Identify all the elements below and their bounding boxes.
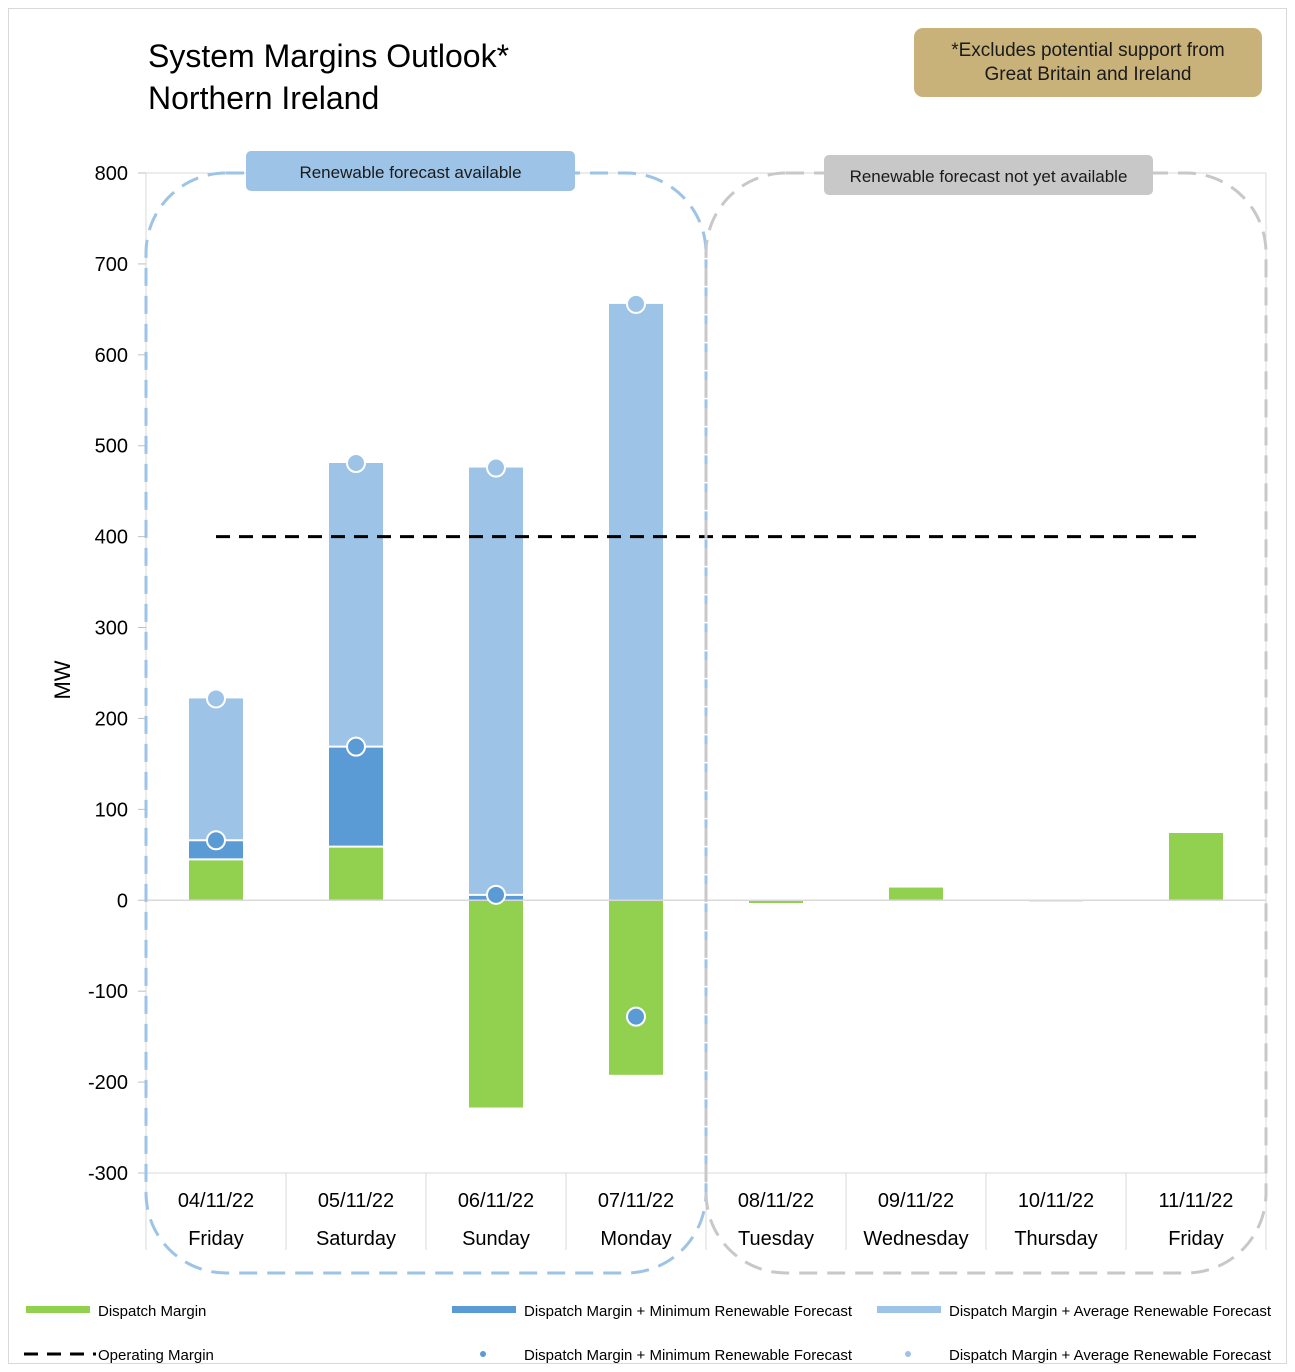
legend-swatch-bar	[877, 1306, 941, 1313]
legend-swatch-dot	[480, 1351, 486, 1357]
avg-renewable-point	[346, 453, 366, 473]
x-tick-day-label: Friday	[1168, 1228, 1224, 1250]
legend-swatch-bar	[26, 1306, 90, 1313]
legend-swatch-dot	[905, 1351, 911, 1357]
avg-renewable-bar	[469, 467, 523, 901]
x-tick-day-label: Monday	[600, 1228, 671, 1250]
x-tick-day-label: Wednesday	[863, 1228, 968, 1250]
y-axis-label: MW	[50, 660, 75, 699]
forecast-region-outline	[704, 171, 1268, 1275]
dispatch-margin-bar	[889, 887, 943, 901]
y-tick-label: 700	[95, 254, 128, 276]
x-tick-date-label: 08/11/22	[738, 1190, 814, 1212]
legend-label: Dispatch Margin	[98, 1303, 206, 1320]
avg-renewable-point	[206, 688, 226, 709]
legend-label: Dispatch Margin + Minimum Renewable Fore…	[524, 1347, 853, 1364]
x-tick-date-label: 09/11/22	[878, 1190, 954, 1212]
y-tick-label: -200	[88, 1072, 128, 1094]
legend-label: Operating Margin	[98, 1347, 214, 1364]
x-tick-day-label: Sunday	[462, 1228, 530, 1250]
y-tick-label: 600	[95, 345, 128, 367]
y-tick-label: 800	[95, 163, 128, 185]
dispatch-margin-bar	[189, 859, 243, 901]
chart-frame	[8, 8, 1287, 1364]
x-tick-date-label: 07/11/22	[598, 1190, 674, 1212]
x-tick-day-label: Thursday	[1014, 1228, 1097, 1250]
x-tick-date-label: 04/11/22	[178, 1190, 254, 1212]
x-tick-date-label: 11/11/22	[1159, 1190, 1234, 1212]
x-tick-day-label: Friday	[188, 1228, 244, 1250]
legend-swatch-bar	[452, 1306, 516, 1313]
y-tick-label: 0	[117, 890, 128, 912]
region-label-badge	[246, 151, 575, 191]
y-tick-label: 100	[95, 799, 128, 821]
x-tick-date-label: 06/11/22	[458, 1190, 534, 1212]
min-renewable-point	[486, 884, 506, 905]
note-line-2: Great Britain and Ireland	[984, 64, 1192, 85]
y-tick-label: 400	[95, 527, 128, 549]
y-tick-label: 200	[95, 708, 128, 730]
dispatch-margin-bar	[329, 846, 383, 901]
chart-title-line-1: System Margins Outlook*	[148, 38, 510, 74]
y-tick-label: 300	[95, 618, 128, 640]
dispatch-margin-bar	[1169, 833, 1223, 901]
avg-renewable-bar	[609, 303, 663, 901]
x-tick-day-label: Tuesday	[738, 1228, 814, 1250]
region-label: Renewable forecast available	[299, 163, 521, 182]
dispatch-margin-bar	[469, 900, 523, 1108]
region-label-badge	[824, 155, 1153, 195]
region-label: Renewable forecast not yet available	[850, 167, 1128, 186]
chart-title-line-2: Northern Ireland	[148, 80, 380, 116]
min-renewable-point	[626, 1006, 646, 1027]
x-tick-date-label: 10/11/22	[1018, 1190, 1094, 1212]
x-tick-day-label: Saturday	[316, 1228, 396, 1250]
note-line-1: *Excludes potential support from	[951, 40, 1225, 61]
avg-renewable-point	[486, 457, 506, 478]
dispatch-margin-bar	[749, 900, 803, 903]
y-tick-label: -300	[88, 1163, 128, 1185]
min-renewable-point	[346, 736, 366, 757]
avg-renewable-point	[626, 293, 646, 314]
y-tick-label: 500	[95, 436, 128, 458]
note-badge: *Excludes potential support from Great B…	[914, 28, 1262, 97]
min-renewable-point	[206, 830, 226, 851]
legend-label: Dispatch Margin + Average Renewable Fore…	[949, 1347, 1272, 1364]
y-tick-label: -100	[88, 981, 128, 1003]
legend-label: Dispatch Margin + Average Renewable Fore…	[949, 1303, 1272, 1320]
dispatch-margin-bar	[609, 900, 663, 1075]
x-tick-date-label: 05/11/22	[318, 1190, 394, 1212]
legend-label: Dispatch Margin + Minimum Renewable Fore…	[524, 1303, 853, 1320]
